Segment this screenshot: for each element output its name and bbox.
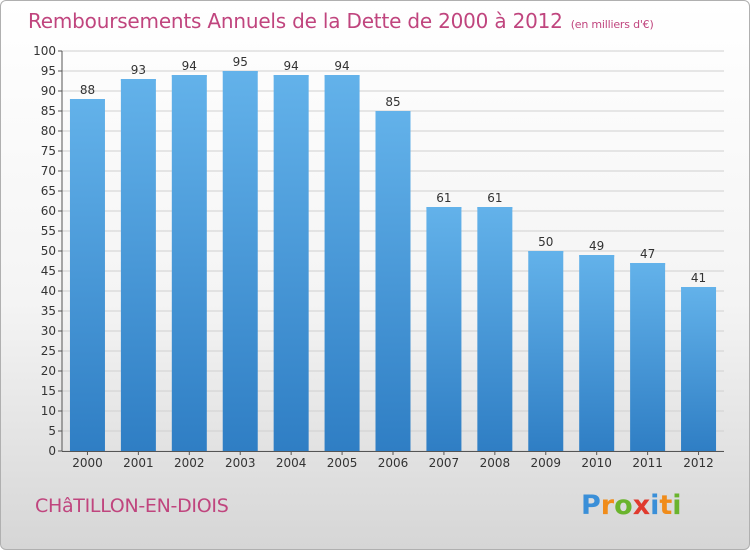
y-tick-label: 70 bbox=[41, 164, 56, 178]
value-label-2011: 47 bbox=[640, 247, 655, 261]
bar-2010 bbox=[579, 255, 615, 451]
bar-cap-2001 bbox=[120, 79, 156, 81]
bar-cap-2009 bbox=[528, 251, 564, 253]
logo-letter: t bbox=[659, 490, 673, 521]
y-tick-label: 10 bbox=[41, 404, 56, 418]
y-tick-label: 80 bbox=[41, 124, 56, 138]
x-tick-label-2012: 2012 bbox=[683, 456, 714, 470]
commune-name: CHâTILLON-EN-DIOIS bbox=[35, 495, 229, 517]
logo-letter: r bbox=[600, 490, 615, 521]
y-tick-label: 100 bbox=[33, 44, 56, 58]
y-tick-label: 25 bbox=[41, 344, 56, 358]
bar-2012 bbox=[681, 287, 717, 451]
x-tick-label-2007: 2007 bbox=[429, 456, 460, 470]
title-text: Remboursements Annuels de la Dette de 20… bbox=[28, 9, 563, 33]
bar-2003 bbox=[222, 71, 258, 451]
bar-cap-2004 bbox=[273, 75, 309, 77]
value-label-2008: 61 bbox=[487, 191, 502, 205]
value-label-2010: 49 bbox=[589, 239, 604, 253]
logo-letter: x bbox=[632, 490, 651, 521]
y-tick-label: 60 bbox=[41, 204, 56, 218]
x-tick-label-2009: 2009 bbox=[530, 456, 561, 470]
bar-2005 bbox=[324, 75, 360, 451]
value-label-2005: 94 bbox=[334, 59, 349, 73]
value-label-2006: 85 bbox=[385, 95, 400, 109]
y-tick-label: 55 bbox=[41, 224, 56, 238]
y-tick-label: 30 bbox=[41, 324, 56, 338]
bar-2001 bbox=[120, 79, 156, 451]
proxiti-logo: Proxiti bbox=[581, 490, 682, 521]
y-tick-label: 95 bbox=[41, 64, 56, 78]
x-tick-label-2001: 2001 bbox=[123, 456, 154, 470]
logo-letter: i bbox=[650, 490, 660, 521]
bar-2011 bbox=[630, 263, 666, 451]
x-tick-label-2011: 2011 bbox=[632, 456, 663, 470]
bar-cap-2012 bbox=[681, 287, 717, 289]
bar-cap-2003 bbox=[222, 71, 258, 73]
bar-layer: 88 93 94 95 94 94 85 61 61 50 49 47 41 bbox=[69, 55, 717, 451]
y-tick-label: 90 bbox=[41, 84, 56, 98]
y-tick-label: 85 bbox=[41, 104, 56, 118]
x-tick-label-2008: 2008 bbox=[480, 456, 511, 470]
bar-2004 bbox=[273, 75, 309, 451]
value-label-2002: 94 bbox=[182, 59, 197, 73]
y-tick-label: 5 bbox=[48, 424, 56, 438]
value-label-2001: 93 bbox=[131, 63, 146, 77]
unit-label: (en milliers d'€) bbox=[570, 18, 654, 31]
bar-cap-2011 bbox=[630, 263, 666, 265]
bar-2009 bbox=[528, 251, 564, 451]
y-tick-label: 35 bbox=[41, 304, 56, 318]
bar-cap-2000 bbox=[69, 99, 105, 101]
bar-cap-2008 bbox=[477, 207, 513, 209]
value-label-2000: 88 bbox=[80, 83, 95, 97]
bar-2007 bbox=[426, 207, 462, 451]
y-tick-label: 20 bbox=[41, 364, 56, 378]
chart-title: Remboursements Annuels de la Dette de 20… bbox=[28, 9, 654, 33]
x-tick-label-2004: 2004 bbox=[276, 456, 307, 470]
logo-letter: i bbox=[672, 490, 682, 521]
bar-cap-2006 bbox=[375, 111, 411, 113]
x-tick-label-2003: 2003 bbox=[225, 456, 256, 470]
y-tick-label: 65 bbox=[41, 184, 56, 198]
y-tick-label: 0 bbox=[48, 444, 56, 458]
bar-2008 bbox=[477, 207, 513, 451]
logo-letter: P bbox=[581, 490, 601, 521]
x-tick-label-2000: 2000 bbox=[72, 456, 103, 470]
x-tick-label-2005: 2005 bbox=[327, 456, 358, 470]
y-tick-label: 75 bbox=[41, 144, 56, 158]
x-tick-label-2002: 2002 bbox=[174, 456, 205, 470]
value-label-2012: 41 bbox=[691, 271, 706, 285]
y-tick-label: 50 bbox=[41, 244, 56, 258]
x-tick-label-2010: 2010 bbox=[581, 456, 612, 470]
y-tick-label: 40 bbox=[41, 284, 56, 298]
logo-letter: o bbox=[614, 490, 633, 521]
bar-2002 bbox=[171, 75, 207, 451]
bar-2006 bbox=[375, 111, 411, 451]
axis-layer: 0 5 10 15 20 25 30 35 40 45 50 55 60 65 70 75 80 85 90 95 10… bbox=[33, 44, 724, 470]
bar-cap-2002 bbox=[171, 75, 207, 77]
x-tick-label-2006: 2006 bbox=[378, 456, 409, 470]
bar-cap-2005 bbox=[324, 75, 360, 77]
value-label-2004: 94 bbox=[284, 59, 299, 73]
y-tick-label: 45 bbox=[41, 264, 56, 278]
bar-2000 bbox=[69, 99, 105, 451]
value-label-2007: 61 bbox=[436, 191, 451, 205]
bar-cap-2007 bbox=[426, 207, 462, 209]
bar-cap-2010 bbox=[579, 255, 615, 257]
value-label-2003: 95 bbox=[233, 55, 248, 69]
value-label-2009: 50 bbox=[538, 235, 553, 249]
y-tick-label: 15 bbox=[41, 384, 56, 398]
